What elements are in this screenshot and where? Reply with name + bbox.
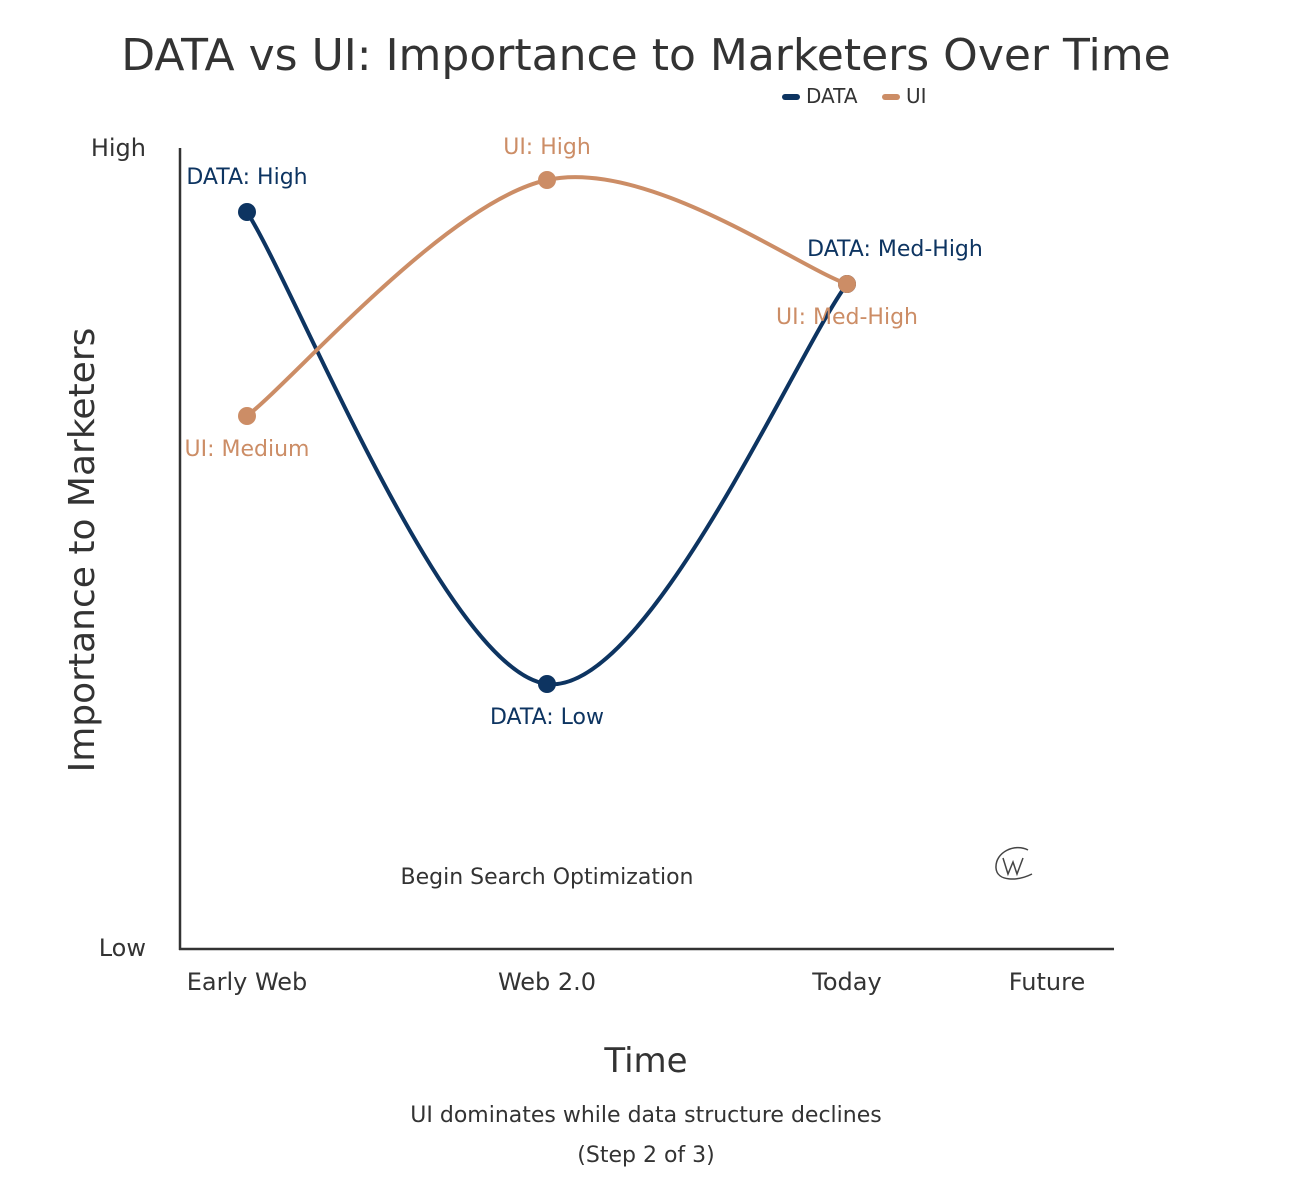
data-label: UI: Med-High <box>776 305 918 330</box>
y-tick-label: Low <box>99 934 146 962</box>
data-point-data <box>238 203 256 221</box>
x-tick-label: Early Web <box>187 968 308 996</box>
subtitle-line-2: (Step 2 of 3) <box>577 1143 714 1168</box>
annotation: Begin Search Optimization <box>401 865 694 890</box>
x-tick-label: Web 2.0 <box>498 968 596 996</box>
data-point-ui <box>538 171 556 189</box>
y-tick-label: High <box>91 134 146 162</box>
x-tick-label: Today <box>811 968 881 996</box>
x-axis-label: Time <box>603 1041 687 1081</box>
data-label: UI: High <box>503 135 591 160</box>
legend-label-ui: UI <box>906 84 927 108</box>
data-label: DATA: Low <box>490 705 604 730</box>
x-tick-label: Future <box>1009 968 1085 996</box>
legend-swatch-data <box>782 94 800 100</box>
data-point-data <box>538 675 556 693</box>
data-label: DATA: High <box>186 165 307 190</box>
legend-label-data: DATA <box>806 84 858 108</box>
legend: DATA UI <box>782 84 927 108</box>
subtitle-line-1: UI dominates while data structure declin… <box>410 1103 881 1128</box>
chart-title: DATA vs UI: Importance to Marketers Over… <box>121 30 1170 81</box>
data-point-ui <box>838 275 856 293</box>
logo <box>995 846 1033 880</box>
logo-mark <box>995 846 1033 880</box>
data-label: DATA: Med-High <box>807 237 983 262</box>
y-axis-label: Importance to Marketers <box>62 328 103 773</box>
series-line-ui <box>245 175 849 418</box>
legend-swatch-ui <box>882 94 900 100</box>
data-label: UI: Medium <box>185 437 310 462</box>
series-line-data <box>245 210 849 687</box>
data-point-ui <box>238 407 256 425</box>
